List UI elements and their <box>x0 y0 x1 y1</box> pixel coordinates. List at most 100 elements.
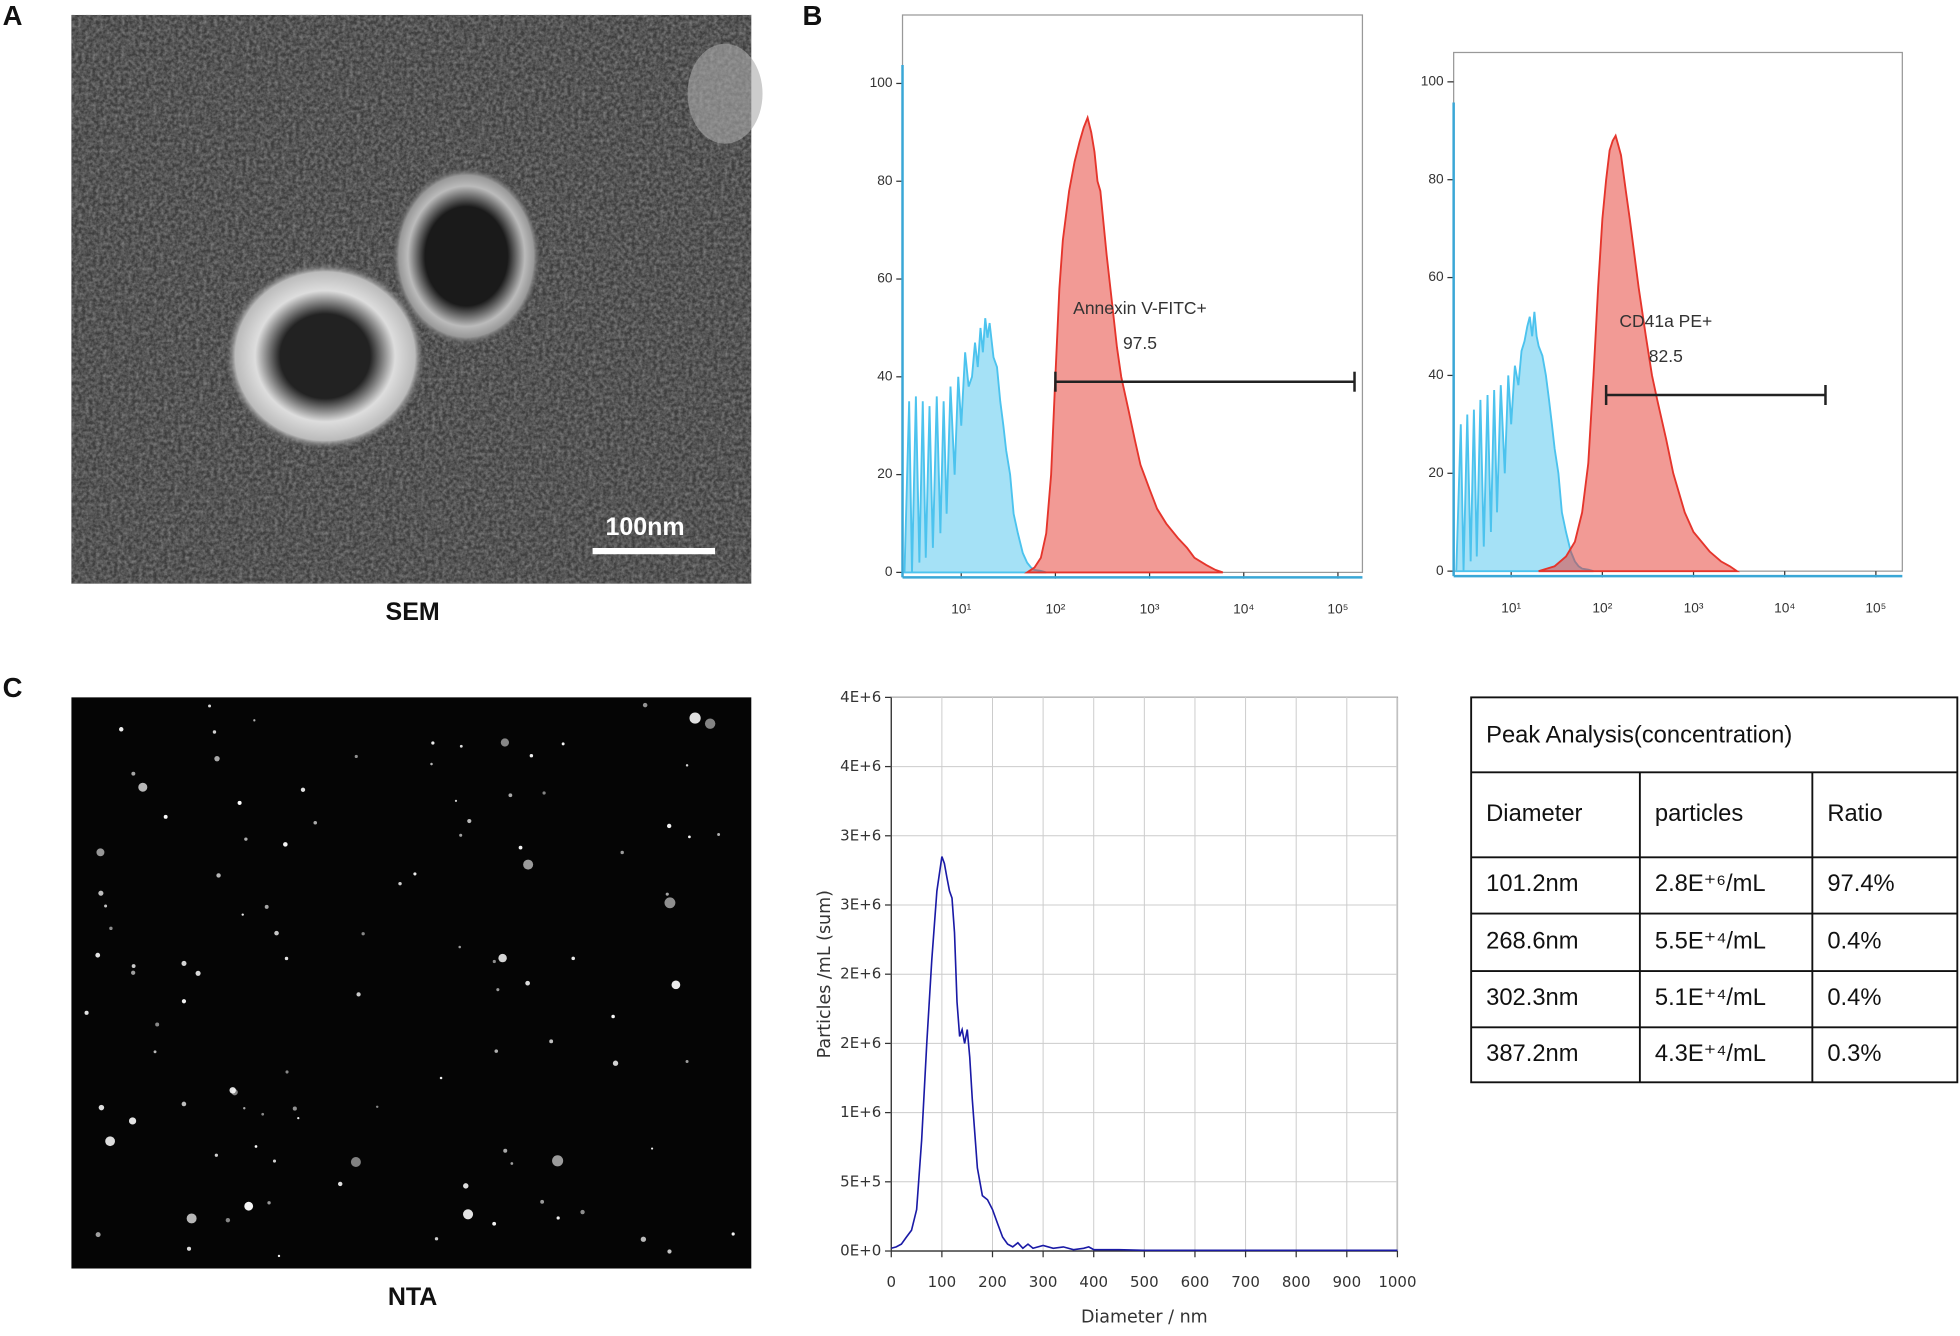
particle-dot <box>98 890 104 896</box>
particle-dot <box>571 956 575 961</box>
particle-dot <box>274 930 279 936</box>
particle-dot <box>138 782 148 792</box>
histogram-area <box>1538 133 1741 573</box>
particle-dot <box>181 1101 187 1107</box>
table-cell: 2.8E⁺⁶/mL <box>1655 871 1766 897</box>
line <box>891 856 1398 1252</box>
histogram-area <box>903 318 1047 574</box>
particle-dot <box>95 952 101 958</box>
particle-dot <box>665 892 669 896</box>
x-tick-label: 200 <box>978 1273 1007 1291</box>
table-cell: 5.5E⁺⁴/mL <box>1655 929 1766 955</box>
y-axis-title: Particles /mL (sum) <box>815 890 835 1058</box>
x-tick-label: 10² <box>1045 602 1065 617</box>
particle-dot <box>244 1201 254 1211</box>
histogram-area <box>1023 114 1224 574</box>
particle-dot <box>153 1050 157 1054</box>
table-cell: 101.2nm <box>1486 871 1578 897</box>
particle-dot <box>510 1162 514 1165</box>
particle-dot <box>620 850 624 855</box>
particle-dot <box>155 1022 160 1027</box>
gate-label: Annexin V-FITC+ <box>1073 298 1207 318</box>
particle-dot <box>413 872 417 876</box>
x-tick-label: 0 <box>886 1273 896 1291</box>
y-tick-label: 2E+6 <box>840 965 881 983</box>
particle-dot <box>186 1213 197 1224</box>
y-tick-label: 3E+6 <box>840 826 881 844</box>
y-tick-label: 40 <box>877 368 893 383</box>
particle-dot <box>292 1106 297 1111</box>
table-cell: 387.2nm <box>1486 1041 1578 1067</box>
scale-bar-label: 100nm <box>605 513 684 541</box>
panel-label: B <box>803 0 823 31</box>
table-cell: 0.3% <box>1827 1041 1881 1067</box>
particle-dot <box>375 1105 379 1109</box>
particle-dot <box>272 1159 277 1163</box>
particle-dot <box>128 1117 137 1125</box>
particle-dot <box>688 835 691 839</box>
y-tick-label: 40 <box>1428 367 1444 382</box>
panel-label: C <box>3 672 23 703</box>
particle-dot <box>458 945 461 949</box>
particle-dot <box>237 800 242 805</box>
particle-dot <box>454 799 458 802</box>
x-tick-label: 1000 <box>1378 1273 1416 1291</box>
particle-dot <box>361 932 365 936</box>
x-tick-label: 800 <box>1282 1273 1311 1291</box>
particle-dot <box>104 904 108 908</box>
particle-dot <box>398 881 402 886</box>
y-tick-label: 0 <box>1436 563 1444 578</box>
table-cell: 0.4% <box>1827 929 1881 955</box>
table <box>1470 696 1959 1084</box>
x-tick-label: 300 <box>1029 1273 1058 1291</box>
particle-dot <box>667 1249 672 1254</box>
particle-dot <box>214 755 220 762</box>
x-tick-label: 10⁴ <box>1233 602 1254 617</box>
x-tick-label: 10¹ <box>1501 600 1521 615</box>
particle-dot <box>163 814 168 819</box>
particle-dot <box>337 1181 343 1187</box>
particle-dot <box>561 742 565 746</box>
particle-dot <box>462 1209 474 1220</box>
particle-dot <box>580 1209 585 1215</box>
particle-dot <box>131 771 136 776</box>
x-tick-label: 10² <box>1592 600 1612 615</box>
particle-dot <box>241 913 244 916</box>
particle-dot <box>285 1070 289 1074</box>
particle-dot <box>463 1183 469 1189</box>
nta-image <box>71 697 752 1269</box>
y-tick-label: 1E+6 <box>840 1103 881 1121</box>
particle-dot <box>181 960 187 966</box>
x-tick-label: 400 <box>1079 1273 1108 1291</box>
particle-dot <box>689 712 701 724</box>
y-tick-label: 4E+6 <box>840 757 881 775</box>
particle-dot <box>671 980 681 990</box>
x-tick-label: 100 <box>928 1273 957 1291</box>
particle-dot <box>225 1217 231 1223</box>
particle-dot <box>496 988 500 992</box>
gate-label: CD41a PE+ <box>1619 311 1712 331</box>
particle-dot <box>212 730 217 734</box>
particle-dot <box>261 1112 265 1116</box>
y-tick-label: 100 <box>1421 73 1444 88</box>
y-tick-label: 20 <box>877 466 893 481</box>
table-cell: 5.1E⁺⁴/mL <box>1655 985 1766 1011</box>
particle-dot <box>667 823 672 829</box>
particle-dot <box>552 1155 564 1167</box>
caption: SEM <box>386 598 440 626</box>
particle-dot <box>181 999 187 1004</box>
table-cell: 0.4% <box>1827 985 1881 1011</box>
particle-dot <box>500 738 509 747</box>
particle-dot <box>529 753 534 758</box>
particle-dot <box>277 1254 281 1258</box>
particle-dot <box>229 1087 236 1094</box>
caption: NTA <box>388 1283 437 1311</box>
x-tick-label: 10⁴ <box>1774 600 1795 615</box>
y-tick-label: 100 <box>870 75 893 90</box>
particle-dot <box>283 842 288 847</box>
x-tick-label: 700 <box>1231 1273 1260 1291</box>
particle-dot <box>525 980 530 986</box>
particle-dot <box>459 744 463 748</box>
particle-dot <box>523 859 534 870</box>
y-tick-label: 20 <box>1428 465 1444 480</box>
